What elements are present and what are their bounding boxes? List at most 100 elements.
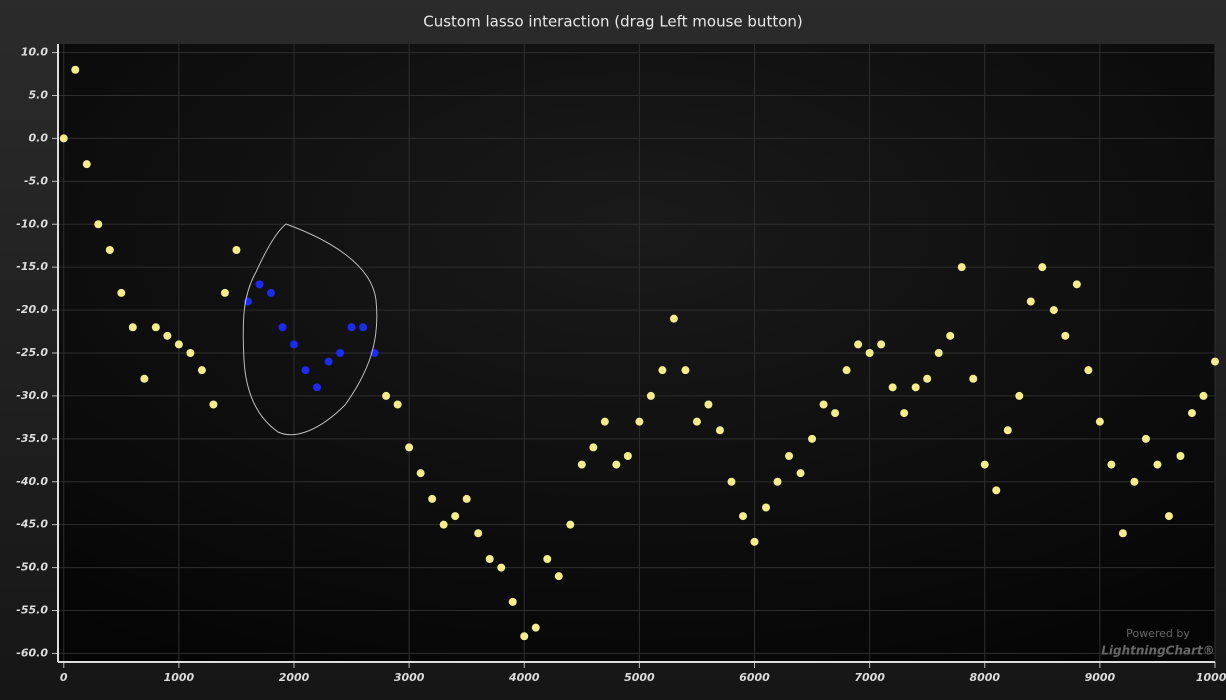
point <box>1107 460 1116 469</box>
point <box>382 391 391 400</box>
point <box>1095 417 1104 426</box>
point <box>347 323 356 332</box>
point <box>266 288 275 297</box>
point <box>877 340 886 349</box>
point <box>359 323 368 332</box>
point <box>232 246 241 254</box>
point <box>416 469 425 478</box>
x-tick-label: 5000 <box>624 671 655 684</box>
point <box>255 280 264 289</box>
watermark: LightningChart® <box>1101 644 1215 658</box>
point <box>1130 477 1139 486</box>
point <box>393 400 402 409</box>
y-tick-label: -25.0 <box>16 346 48 359</box>
x-tick-label: 6000 <box>739 671 770 684</box>
point <box>865 349 874 357</box>
point <box>600 417 609 426</box>
point <box>911 383 920 392</box>
point <box>658 366 667 375</box>
point <box>105 246 114 254</box>
chart-title: Custom lasso interaction (drag Left mous… <box>423 13 803 31</box>
x-tick-label: 2000 <box>279 671 310 684</box>
point <box>888 383 897 392</box>
point <box>946 331 955 340</box>
point <box>520 632 529 641</box>
y-tick-label: -15.0 <box>16 260 48 273</box>
point <box>1118 529 1127 538</box>
point <box>462 494 471 503</box>
x-tick-label: 7000 <box>854 671 885 684</box>
point <box>842 366 851 375</box>
point <box>428 494 437 503</box>
point <box>715 426 724 435</box>
point <box>508 597 517 606</box>
watermark: Powered by <box>1126 627 1190 640</box>
point <box>301 366 310 375</box>
point <box>543 555 552 563</box>
point <box>451 512 460 521</box>
point <box>278 323 287 332</box>
point <box>1141 434 1150 443</box>
point <box>1164 512 1173 521</box>
point <box>197 366 206 375</box>
x-tick-label: 9000 <box>1085 671 1116 684</box>
point <box>485 555 494 563</box>
point <box>980 460 989 469</box>
point <box>290 340 299 349</box>
point <box>831 409 840 418</box>
x-tick-label: 1000 <box>164 671 195 684</box>
point <box>1049 306 1058 315</box>
y-tick-label: -55.0 <box>16 604 48 617</box>
y-tick-label: -10.0 <box>16 217 48 230</box>
point <box>992 486 1001 495</box>
point <box>313 383 322 392</box>
point <box>1072 280 1081 289</box>
point <box>669 314 678 323</box>
point <box>796 469 805 478</box>
point <box>186 349 195 357</box>
point <box>140 374 149 383</box>
point <box>762 503 771 512</box>
point <box>1187 409 1196 418</box>
point <box>612 460 621 469</box>
point <box>220 288 229 297</box>
point <box>117 288 126 297</box>
point <box>209 400 218 409</box>
point <box>773 477 782 486</box>
y-tick-label: -45.0 <box>16 518 48 531</box>
point <box>1061 331 1070 340</box>
point <box>1084 366 1093 375</box>
point <box>71 65 80 74</box>
point <box>934 349 943 357</box>
point <box>128 323 137 332</box>
point <box>324 357 333 366</box>
point <box>589 443 598 452</box>
point <box>854 340 863 349</box>
point <box>82 160 91 169</box>
point <box>750 537 759 546</box>
point <box>704 400 713 409</box>
point <box>923 374 932 383</box>
point <box>1038 263 1047 272</box>
x-tick-label: 8000 <box>969 671 1000 684</box>
lasso <box>242 223 378 436</box>
point <box>969 374 978 383</box>
point <box>635 417 644 426</box>
y-tick-label: 0.0 <box>29 131 49 144</box>
point <box>1015 391 1024 400</box>
point <box>474 529 483 538</box>
point <box>405 443 414 452</box>
point <box>94 220 103 229</box>
y-tick-label: -5.0 <box>24 174 48 187</box>
y-tick-label: -50.0 <box>16 561 48 574</box>
y-tick-label: -20.0 <box>16 303 48 316</box>
point <box>497 563 506 572</box>
point <box>554 572 563 581</box>
point <box>646 391 655 400</box>
x-tick-label: 3000 <box>394 671 425 684</box>
point <box>1003 426 1012 435</box>
y-tick-label: 5.0 <box>29 89 49 102</box>
y-tick-label: -60.0 <box>16 646 48 659</box>
point <box>681 366 690 375</box>
point <box>577 460 586 469</box>
